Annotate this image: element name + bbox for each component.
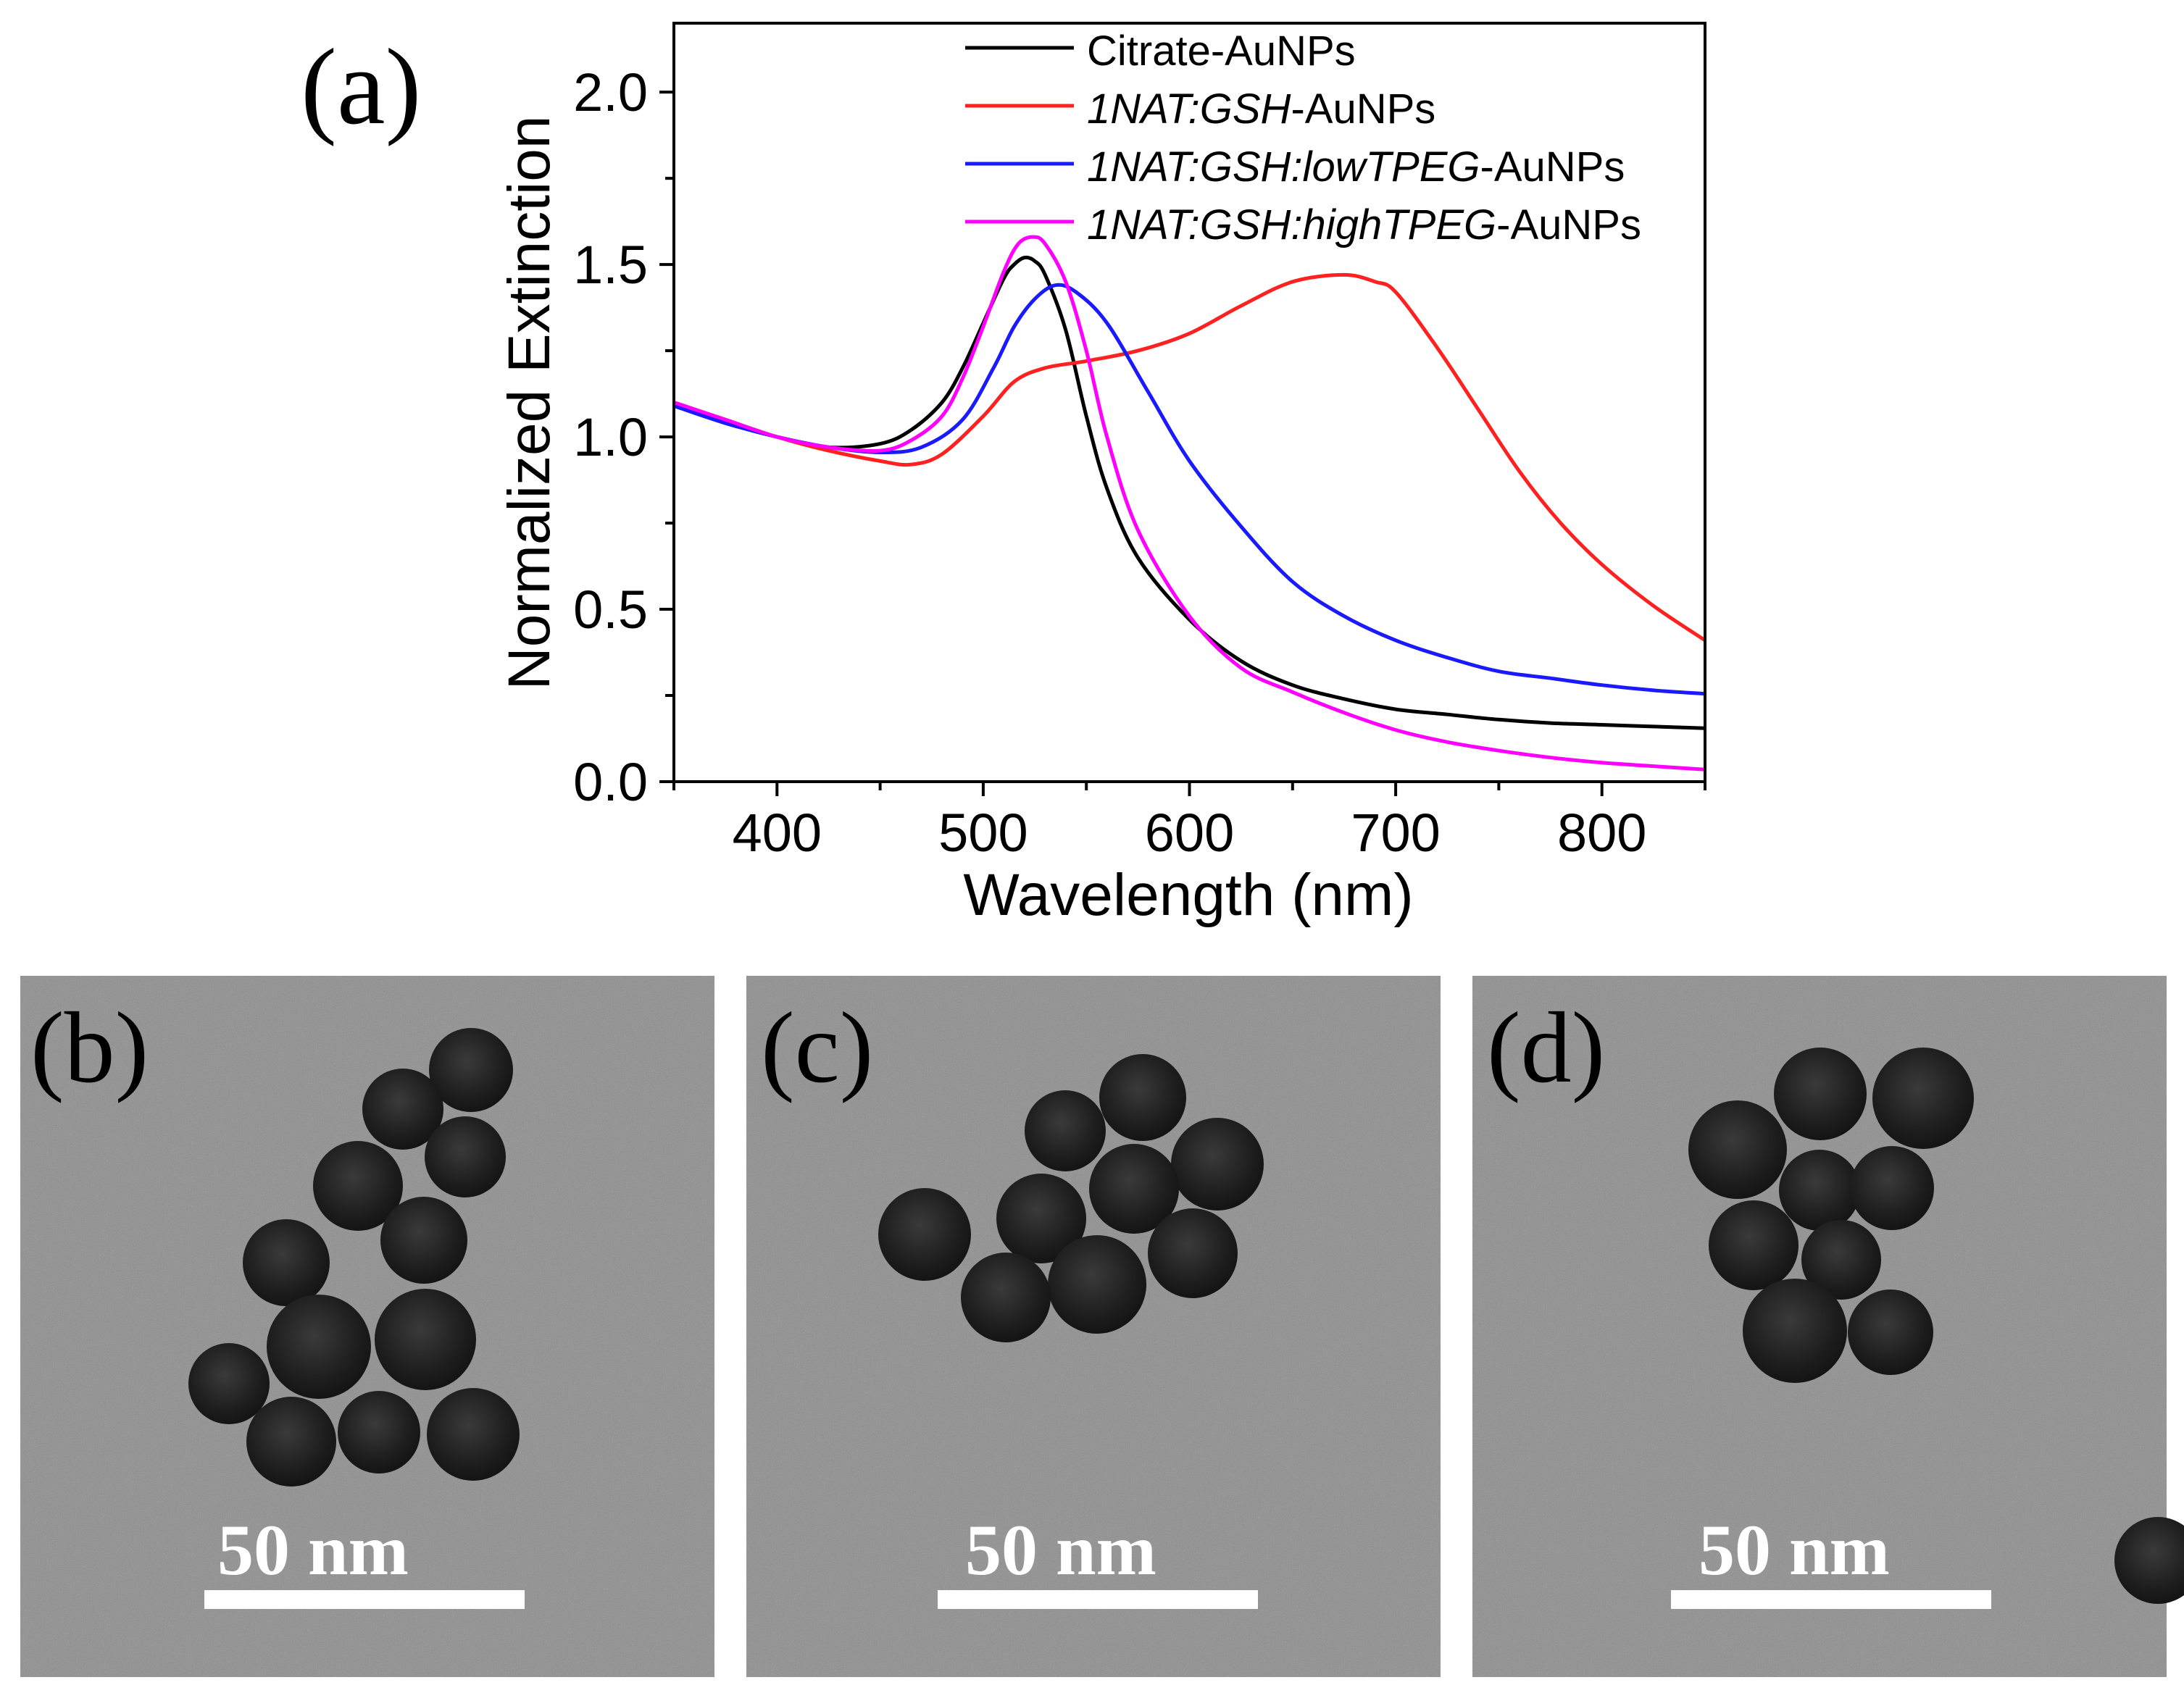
- nanoparticle: [338, 1391, 420, 1473]
- series-line-1: [674, 272, 1705, 642]
- scale-bar-d: [1671, 1590, 1991, 1609]
- legend-label-part: 1NAT:GSH: [1087, 85, 1291, 133]
- legend-label-3: 1NAT:GSH:highTPEG-AuNPs: [1087, 201, 1641, 248]
- nanoparticle: [1850, 1146, 1934, 1230]
- nanoparticle: [1148, 1208, 1238, 1298]
- nanoparticle: [375, 1289, 476, 1390]
- x-tick-label: 500: [938, 803, 1028, 863]
- legend-label-2: 1NAT:GSH:lowTPEG-AuNPs: [1087, 143, 1625, 191]
- nanoparticle: [1848, 1289, 1933, 1375]
- y-tick-label: 2.0: [573, 62, 648, 122]
- y-axis-label: Normalized Extinction: [496, 116, 562, 690]
- series-line-3: [674, 235, 1705, 772]
- nanoparticle: [188, 1343, 270, 1424]
- nanoparticle: [1801, 1220, 1881, 1300]
- legend: Citrate-AuNPs1NAT:GSH-AuNPs1NAT:GSH:lowT…: [965, 28, 1641, 248]
- series-line-0: [674, 255, 1705, 730]
- nanoparticle: [996, 1174, 1086, 1263]
- legend-label-part: 1NAT:GSH:lowTPEG: [1087, 143, 1480, 191]
- nanoparticle: [878, 1188, 971, 1281]
- nanoparticle: [362, 1069, 443, 1150]
- plot-frame: [672, 22, 1706, 783]
- panel-label-c: (c): [761, 992, 873, 1104]
- nanoparticle: [1872, 1048, 1974, 1149]
- nanoparticle: [425, 1116, 506, 1197]
- y-tick-label: 1.0: [573, 407, 648, 467]
- panel-label-a: (a): [301, 27, 421, 147]
- scale-bar-label-d: 50 nm: [1699, 1510, 1890, 1590]
- y-tick-label: 1.5: [573, 235, 648, 295]
- nanoparticle: [1089, 1144, 1179, 1234]
- nanoparticle: [1774, 1048, 1867, 1140]
- x-axis-label: Wavelength (nm): [963, 862, 1413, 928]
- nanoparticle: [313, 1141, 403, 1231]
- legend-label-part: -AuNPs: [1291, 85, 1435, 133]
- tem-image-d: (d) 50 nm: [1472, 976, 2184, 1677]
- nanoparticle: [961, 1253, 1051, 1342]
- nanoparticle: [243, 1219, 330, 1306]
- legend-label-part: -AuNPs: [1480, 143, 1625, 191]
- extinction-chart: (a) 0.0 0.5 1.0 1.5 2.0 400 500 600 700 800 Norm…: [301, 22, 1706, 928]
- panel-label-d: (d): [1487, 992, 1605, 1104]
- nanoparticle: [1025, 1090, 1106, 1171]
- nanoparticle: [380, 1197, 467, 1284]
- scale-bar-b: [204, 1590, 525, 1609]
- x-axis-ticks: 400 500 600 700 800: [672, 782, 1706, 863]
- nanoparticle: [246, 1397, 336, 1487]
- nanoparticle: [1099, 1054, 1186, 1141]
- scale-bar-label-c: 50 nm: [965, 1510, 1156, 1590]
- nanoparticle: [2114, 1517, 2184, 1604]
- legend-label-part: Citrate-AuNPs: [1087, 28, 1356, 75]
- x-tick-label: 700: [1351, 803, 1440, 863]
- nanoparticle: [427, 1388, 520, 1481]
- nanoparticle: [1171, 1118, 1264, 1211]
- nanoparticle: [1048, 1235, 1146, 1334]
- tem-b-particles: [188, 1028, 520, 1487]
- x-tick-label: 600: [1145, 803, 1234, 863]
- scale-bar-c: [938, 1590, 1258, 1609]
- nanoparticle: [1709, 1200, 1799, 1290]
- tem-d-particles: [1688, 1048, 2184, 1604]
- legend-label-1: 1NAT:GSH-AuNPs: [1087, 85, 1435, 133]
- y-axis-ticks: 0.0 0.5 1.0 1.5 2.0: [573, 62, 674, 812]
- nanoparticle: [1688, 1100, 1787, 1199]
- nanoparticle: [267, 1295, 371, 1399]
- legend-label-part: -AuNPs: [1496, 201, 1641, 248]
- x-tick-label: 400: [733, 803, 822, 863]
- tem-c-particles: [878, 1054, 1264, 1342]
- series-line-2: [674, 283, 1705, 696]
- x-tick-label: 800: [1557, 803, 1646, 863]
- tem-image-b: (b) 50 nm: [20, 976, 714, 1677]
- tem-image-c: (c) 50 nm: [746, 976, 1441, 1677]
- panel-label-b: (b): [30, 992, 149, 1104]
- legend-label-part: 1NAT:GSH:highTPEG: [1087, 201, 1496, 248]
- nanoparticle: [429, 1028, 513, 1112]
- y-tick-label: 0.0: [573, 752, 648, 812]
- nanoparticle: [1743, 1279, 1847, 1383]
- y-tick-label: 0.5: [573, 580, 648, 640]
- nanoparticle: [1779, 1150, 1860, 1231]
- legend-label-0: Citrate-AuNPs: [1087, 28, 1356, 75]
- series-layer: [674, 235, 1705, 772]
- scale-bar-label-b: 50 nm: [217, 1510, 409, 1590]
